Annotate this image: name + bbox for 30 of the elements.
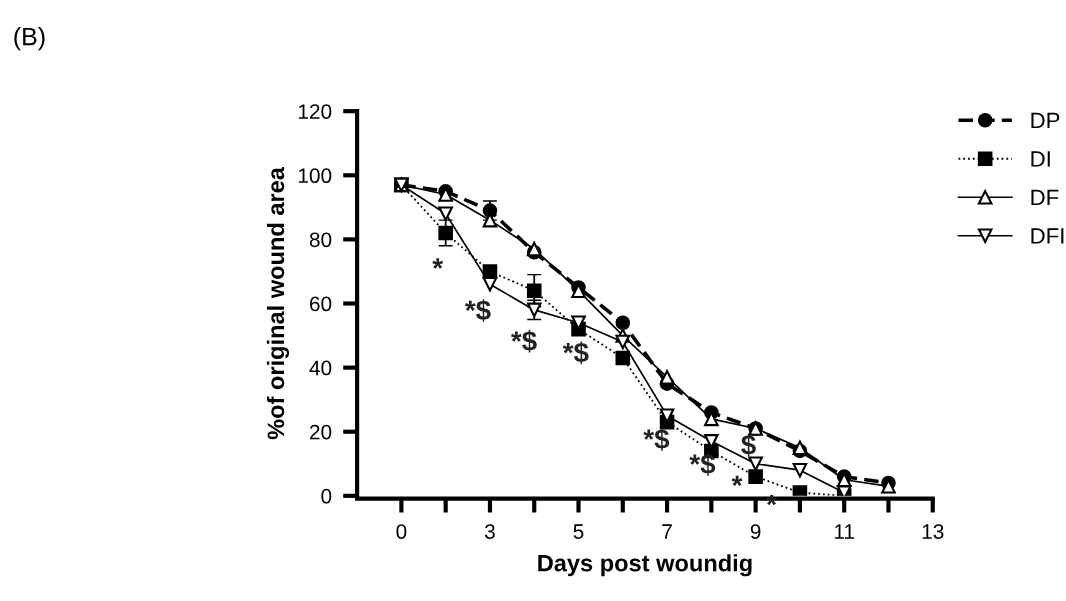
y-axis-title: %of original wound area [266,166,290,440]
x-tick-label: 5 [573,524,584,539]
x-tick-label: 7 [662,524,672,539]
x-tick-label: 3 [484,524,495,539]
x-tick-label: 11 [834,524,854,539]
legend-label: DFI [1031,228,1064,244]
y-tick-label: 0 [321,488,332,504]
legend-label: DF [1031,189,1059,206]
x-axis-title: Days post woundig [538,554,752,577]
annotation: *$ [689,453,716,476]
x-tick-label: 13 [922,524,944,539]
annotation: * [731,475,743,487]
y-tick-label: 20 [309,424,332,440]
y-tick-label: 80 [309,232,332,248]
annotation: *$ [643,428,670,451]
y-tick-label: 60 [310,296,332,312]
text: (B) [14,27,45,51]
annotation: *$ [511,329,537,353]
annotation: *$ [562,341,589,365]
y-tick-label: 120 [298,104,332,119]
y-tick-label: 100 [298,168,332,184]
annotation: * [432,258,444,269]
legend-label: DP [1031,112,1060,129]
x-tick-label: 9 [750,524,761,539]
annotation: $ [741,433,756,457]
annotation: * [766,494,777,506]
annotation: *$ [464,299,491,322]
x-tick-label: 0 [396,524,407,539]
y-tick-label: 40 [309,360,332,376]
legend-label: DI [1031,151,1050,167]
